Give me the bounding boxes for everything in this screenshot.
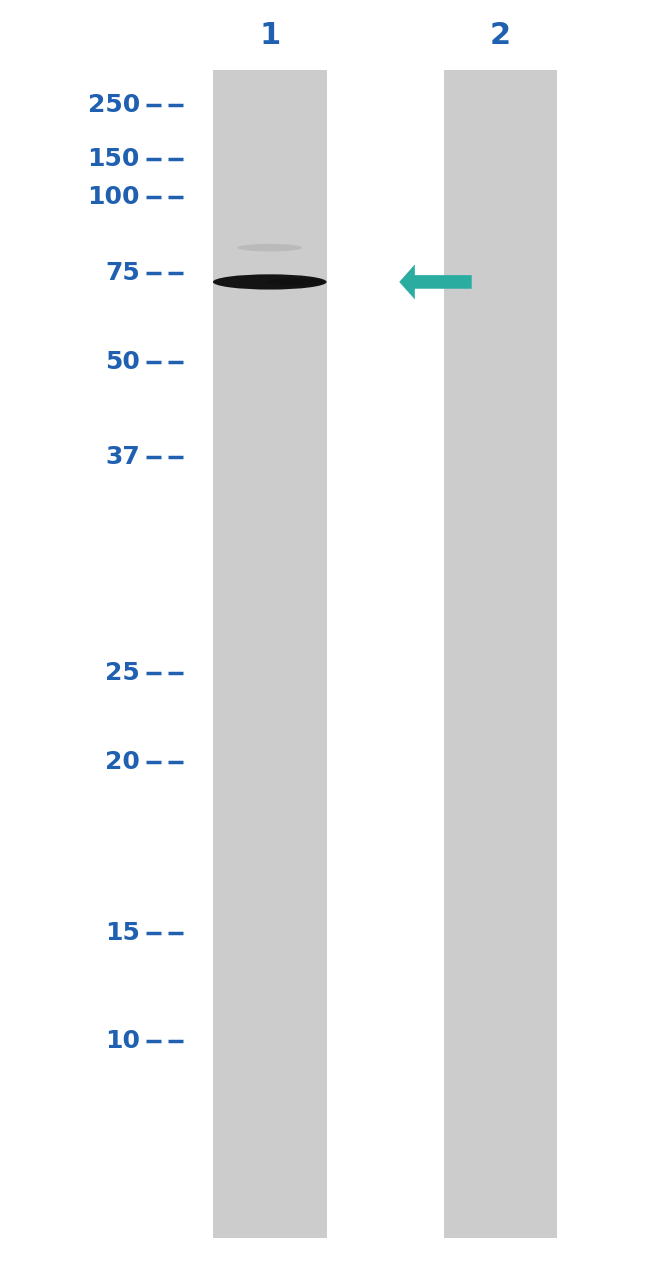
Text: 100: 100 xyxy=(87,185,140,208)
Text: 50: 50 xyxy=(105,351,140,373)
Text: 37: 37 xyxy=(105,446,140,469)
Ellipse shape xyxy=(237,244,302,251)
Ellipse shape xyxy=(266,278,325,286)
Text: 20: 20 xyxy=(105,751,140,773)
Text: 2: 2 xyxy=(490,22,511,50)
Bar xyxy=(213,70,326,1238)
Text: 250: 250 xyxy=(88,94,140,117)
Bar xyxy=(443,70,558,1238)
Text: 10: 10 xyxy=(105,1030,140,1053)
Text: 150: 150 xyxy=(87,147,140,170)
Text: 15: 15 xyxy=(105,922,140,945)
Text: 75: 75 xyxy=(105,262,140,284)
Ellipse shape xyxy=(213,274,326,290)
Text: 1: 1 xyxy=(259,22,280,50)
Text: 25: 25 xyxy=(105,662,140,685)
